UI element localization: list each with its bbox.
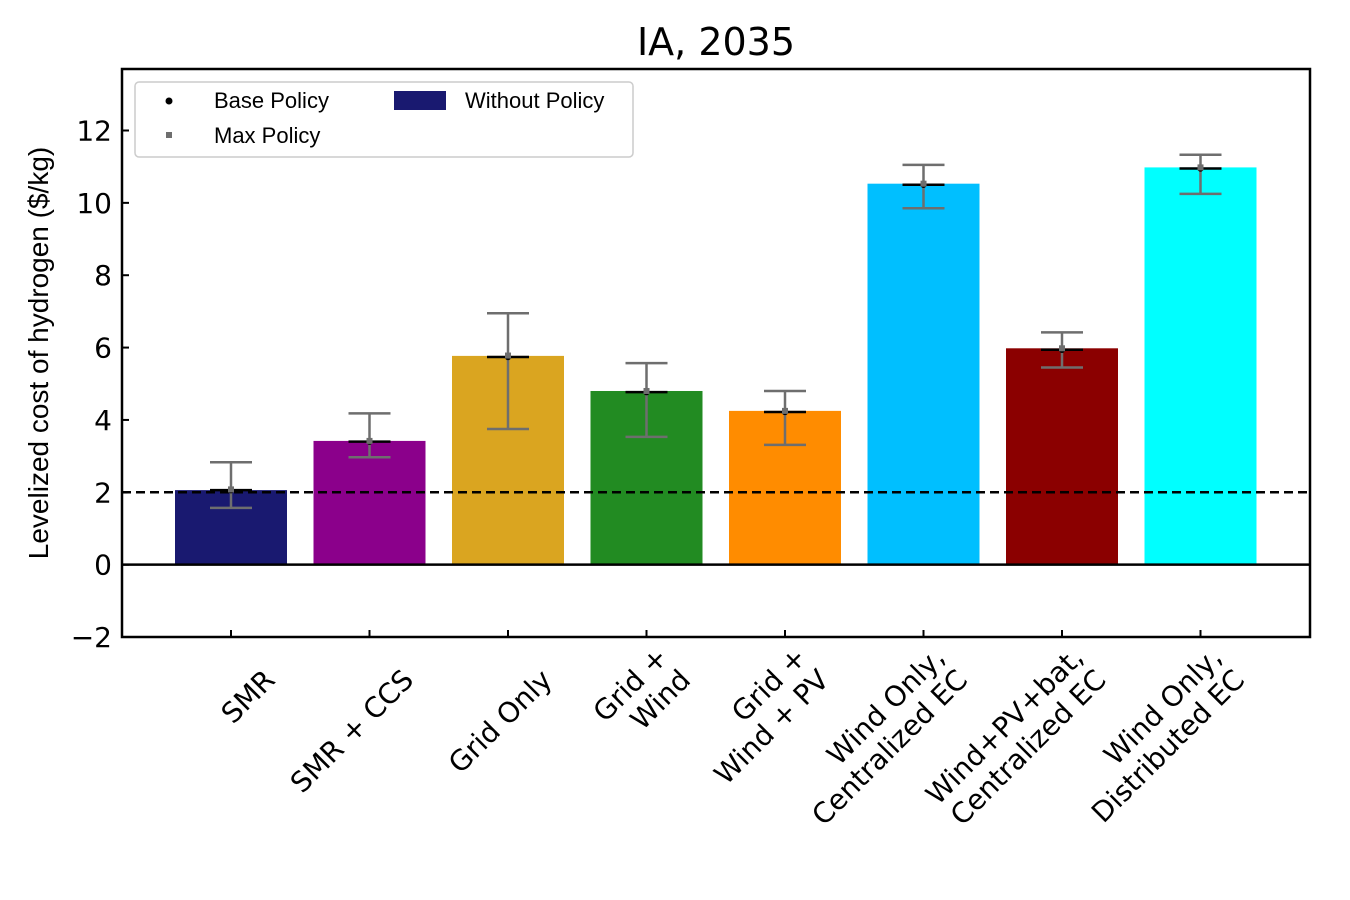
bar xyxy=(867,183,980,565)
legend-max-policy-label: Max Policy xyxy=(214,123,320,148)
legend-base-policy-marker xyxy=(165,97,173,105)
y-tick-label: 6 xyxy=(94,332,112,365)
bar xyxy=(1144,167,1257,565)
max-policy-point xyxy=(1197,164,1204,171)
x-tick-label: SMR xyxy=(215,663,282,730)
y-tick-label: 2 xyxy=(94,476,112,509)
y-tick-label: 0 xyxy=(94,549,112,582)
legend: Base Policy Max Policy Without Policy xyxy=(134,81,634,158)
x-tick-label-line: Grid Only xyxy=(442,663,559,780)
y-tick-label: −2 xyxy=(71,621,112,654)
y-tick-label: 10 xyxy=(76,187,112,220)
max-policy-point xyxy=(228,486,234,493)
max-policy-point xyxy=(920,180,927,187)
legend-without-policy-label: Without Policy xyxy=(465,88,604,113)
legend-without-policy-swatch xyxy=(394,91,446,110)
max-policy-point xyxy=(366,437,373,444)
max-policy-point xyxy=(643,387,650,394)
x-tick-label: Grid Only xyxy=(442,663,559,780)
bar xyxy=(1006,348,1118,565)
x-tick-label-line: SMR xyxy=(215,663,282,730)
x-tick-label: Grid +Wind + PV xyxy=(708,641,836,791)
y-tick-label: 12 xyxy=(76,115,112,148)
max-policy-point xyxy=(782,407,788,414)
max-policy-point xyxy=(505,352,511,359)
y-tick-label: 4 xyxy=(94,404,112,437)
x-tick-label-line: SMR + CCS xyxy=(284,663,420,799)
plot-area: −2 0 2 4 6 8 10 12 SMR SMR + CCS Grid Only Grid +Wi… xyxy=(71,115,1310,832)
legend-base-policy-label: Base Policy xyxy=(214,88,329,113)
x-tick-label: Grid +Wind xyxy=(587,641,697,737)
plot-frame xyxy=(120,67,1312,639)
y-tick-label: 8 xyxy=(94,259,112,292)
max-policy-point xyxy=(1059,345,1065,352)
x-tick-label: SMR + CCS xyxy=(284,663,420,799)
legend-max-policy-marker xyxy=(166,132,172,138)
y-axis-label: Levelized cost of hydrogen ($/kg) xyxy=(23,147,54,559)
legend-box xyxy=(134,81,634,158)
bar xyxy=(313,440,426,565)
chart-title: IA, 2035 xyxy=(637,20,795,64)
